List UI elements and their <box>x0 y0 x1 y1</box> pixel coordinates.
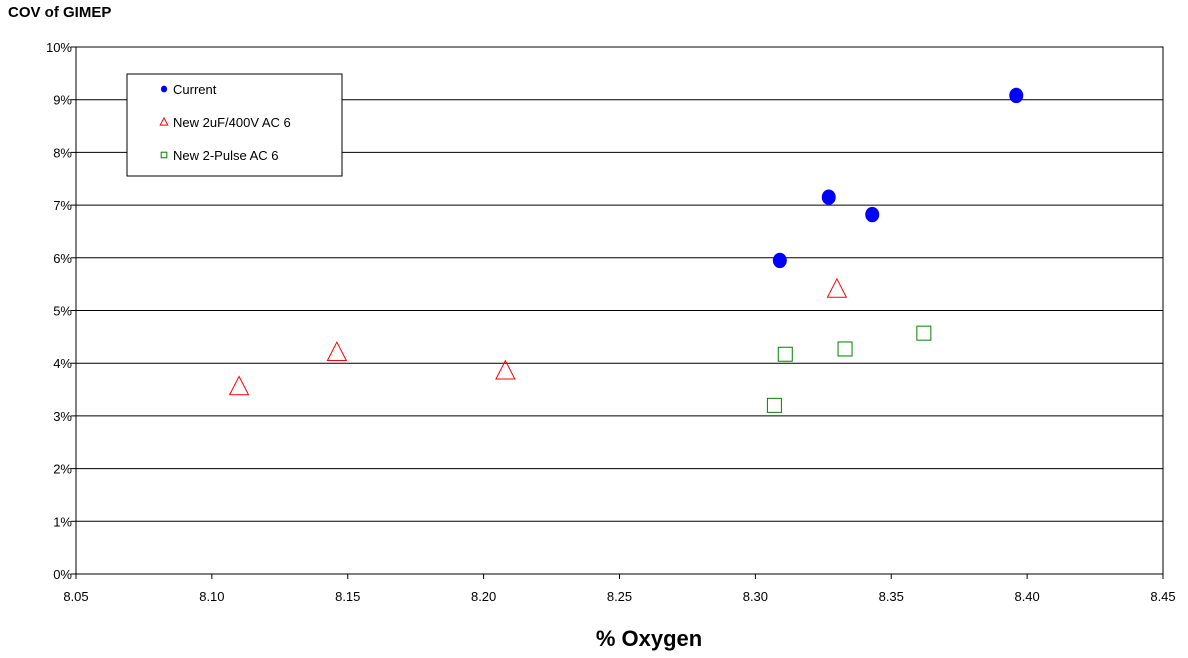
x-tick-label: 8.15 <box>335 589 360 604</box>
data-point-circle <box>1010 88 1023 102</box>
x-tick-label: 8.20 <box>471 589 496 604</box>
legend-label: New 2uF/400V AC 6 <box>173 115 291 130</box>
data-point-circle <box>773 253 786 267</box>
x-tick-label: 8.40 <box>1014 589 1039 604</box>
y-tick-label: 8% <box>53 145 72 160</box>
x-tick-label: 8.10 <box>199 589 224 604</box>
y-tick-label: 9% <box>53 93 72 108</box>
y-axis-ticks: 0% 1% 2% 3% 4% 5% 6% 7% 8% 9% 10% <box>46 40 76 582</box>
legend-label: Current <box>173 82 217 97</box>
y-tick-label: 1% <box>53 514 72 529</box>
y-tick-label: 10% <box>46 40 72 55</box>
x-tick-label: 8.25 <box>607 589 632 604</box>
x-tick-label: 8.45 <box>1150 589 1175 604</box>
x-tick-label: 8.05 <box>63 589 88 604</box>
legend-marker-circle <box>161 86 166 92</box>
y-tick-label: 3% <box>53 409 72 424</box>
legend: Current New 2uF/400V AC 6 New 2-Pulse AC 6 <box>127 74 342 176</box>
y-tick-label: 6% <box>53 251 72 266</box>
y-tick-label: 2% <box>53 462 72 477</box>
x-axis-title: % Oxygen <box>0 626 1188 652</box>
y-tick-label: 4% <box>53 356 72 371</box>
legend-label: New 2-Pulse AC 6 <box>173 148 279 163</box>
data-point-circle <box>866 207 879 221</box>
x-tick-label: 8.35 <box>879 589 904 604</box>
y-tick-label: 0% <box>53 567 72 582</box>
y-tick-label: 7% <box>53 198 72 213</box>
x-axis-ticks: 8.05 8.10 8.15 8.20 8.25 8.30 8.35 8.40 8.45 <box>63 574 1175 604</box>
x-tick-label: 8.30 <box>743 589 768 604</box>
data-point-circle <box>822 190 835 204</box>
y-tick-label: 5% <box>53 304 72 319</box>
